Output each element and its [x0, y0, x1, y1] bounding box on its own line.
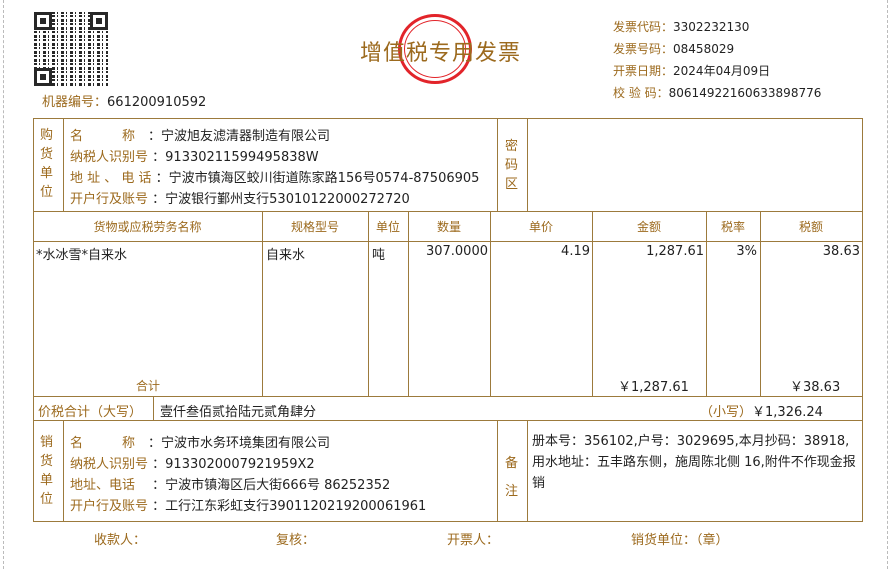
col-rate: 税率: [720, 220, 745, 234]
invoice-code: 发票代码：3302232130: [613, 20, 750, 34]
payee-label: 收款人：: [94, 533, 147, 548]
item-name: *水冰雪*自来水: [36, 248, 128, 263]
seller-tax-id: 纳税人识别号 ：9133020007921959X2: [70, 457, 315, 472]
col-price: 单价: [528, 220, 553, 234]
buyer-address: 地 址 、 电 话 ：宁波市镇海区蛟川街道陈家路156号0574-8750690…: [70, 171, 480, 186]
col-amount: 金额: [636, 220, 661, 234]
subtotal-label: 合计: [136, 379, 161, 393]
buyer-side-label: 购货单位: [40, 128, 54, 200]
right-perforation: [887, 0, 888, 569]
buyer-name: 名 称 ：宁波旭友滤清器制造有限公司: [70, 129, 331, 144]
remark-text: 册本号：356102,户号：3029695,本月抄码：38918,用水地址：五丰…: [532, 434, 856, 491]
col-unit: 单位: [375, 220, 400, 234]
drawer-label: 开票人：: [447, 533, 500, 548]
invoice-number: 发票号码：08458029: [613, 42, 735, 56]
check-code: 校 验 码：80614922160633898776: [613, 86, 822, 100]
machine-number: 机器编号：661200910592: [42, 95, 207, 110]
total-label: 价税合计（大写）: [38, 405, 143, 420]
total-upper: 壹仟叁佰贰拾陆元贰角肆分: [160, 405, 317, 420]
subtotal-amount: ￥1,287.61: [618, 380, 689, 395]
item-spec: 自来水: [266, 248, 306, 263]
col-spec: 规格型号: [290, 220, 339, 234]
invoice-table: [33, 118, 863, 522]
buyer-tax-id: 纳税人识别号 ：91330211599495838W: [70, 150, 319, 165]
total-lower: （小写）￥1,326.24: [700, 405, 823, 420]
left-perforation: [3, 0, 4, 569]
item-unit: 吨: [372, 248, 386, 263]
item-tax: 38.63: [822, 244, 860, 259]
col-name: 货物或应税劳务名称: [93, 220, 202, 234]
col-qty: 数量: [436, 220, 461, 234]
tax-seal: [398, 14, 472, 84]
col-tax: 税额: [798, 220, 823, 234]
subtotal-tax: ￥38.63: [790, 380, 841, 395]
seller-side-label: 销货单位: [40, 435, 54, 507]
reviewer-label: 复核：: [276, 533, 316, 548]
item-rate: 3%: [736, 244, 757, 259]
invoice-date: 开票日期：2024年04月09日: [613, 64, 771, 78]
buyer-bank: 开户行及账号 ：宁波银行鄞州支行53010122000272720: [70, 192, 410, 207]
item-qty: 307.0000: [425, 244, 488, 259]
qr-code: [34, 12, 108, 86]
item-price: 4.19: [561, 244, 590, 259]
seller-name: 名 称 ：宁波市水务环境集团有限公司: [70, 436, 331, 451]
seller-address: 地址、电话 ：宁波市镇海区后大街666号 86252352: [70, 478, 391, 493]
item-amount: 1,287.61: [646, 244, 704, 259]
invoice-title: 增值税专用发票: [360, 41, 522, 66]
remark-label: 备注: [505, 456, 519, 499]
seller-bank: 开户行及账号 ：工行江东彩虹支行3901120219200061961: [70, 499, 427, 514]
cipher-area-label: 密码区: [505, 139, 519, 192]
seller-seal-label: 销货单位：（章）: [631, 533, 729, 548]
